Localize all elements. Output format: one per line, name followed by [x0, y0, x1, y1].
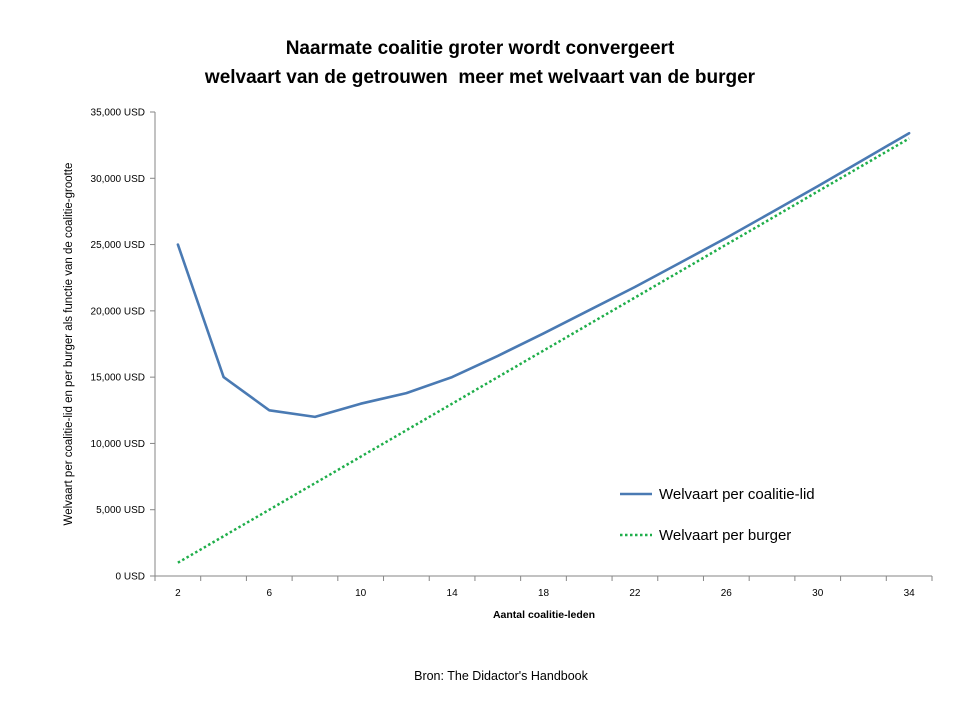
chart-title: Naarmate coalitie groter wordt convergee… [0, 34, 960, 92]
y-axis-ticks: 0 USD 5,000 USD 10,000 USD 15,000 USD 20,000… [91, 108, 155, 583]
y-tick-label: 25,000 USD [91, 240, 145, 251]
source-note: Bron: The Didactor's Handbook [414, 669, 588, 683]
y-tick-label: 15,000 USD [91, 373, 145, 384]
y-tick-label: 35,000 USD [91, 108, 145, 119]
x-tick-label: 14 [447, 588, 459, 599]
y-tick-label: 0 USD [116, 572, 145, 583]
series-lines [176, 131, 911, 564]
legend-label: Welvaart per burger [659, 527, 791, 544]
y-axis-title: Welvaart per coalitie-lid en per burger … [63, 163, 75, 526]
y-tick-label: 10,000 USD [91, 439, 145, 450]
x-tick-label: 30 [812, 588, 824, 599]
x-tick-label: 18 [538, 588, 550, 599]
x-tick-label: 34 [904, 588, 916, 599]
x-tick-label: 26 [721, 588, 733, 599]
x-axis-title: Aantal coalitie-leden [493, 609, 595, 621]
chart-title-line-2: welvaart van de getrouwen meer met welva… [204, 67, 756, 88]
y-tick-label: 5,000 USD [96, 505, 145, 516]
x-tick-label: 6 [266, 588, 272, 599]
axes [154, 112, 932, 577]
legend-label: Welvaart per coalitie-lid [659, 486, 815, 503]
legend: Welvaart per coalitie-lid Welvaart per bu… [620, 486, 815, 544]
series-line-burger [177, 137, 910, 564]
y-tick-label: 20,000 USD [91, 306, 145, 317]
chart-title-line-1: Naarmate coalitie groter wordt convergee… [285, 38, 675, 59]
x-axis-ticks: 2 6 10 14 18 22 26 30 34 [154, 576, 933, 599]
x-tick-label: 2 [175, 588, 181, 599]
x-tick-label: 22 [629, 588, 641, 599]
series-line-coalitie-lid [176, 131, 911, 419]
y-tick-label: 30,000 USD [91, 174, 145, 185]
x-tick-label: 10 [355, 588, 367, 599]
